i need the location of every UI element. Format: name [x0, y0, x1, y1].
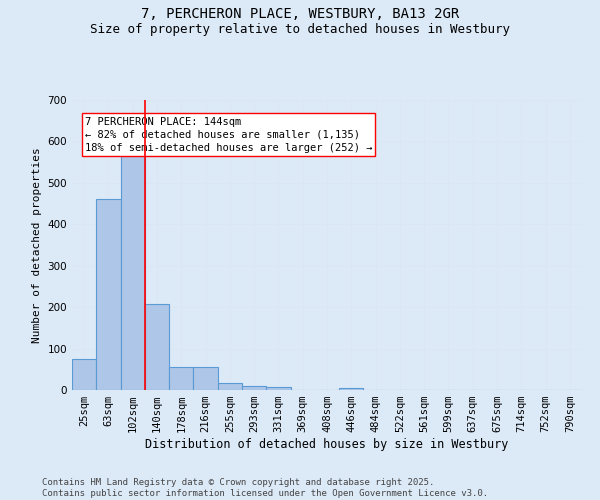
- Bar: [218, 382, 242, 390]
- Bar: [266, 386, 290, 390]
- Bar: [145, 304, 169, 390]
- Bar: [339, 388, 364, 390]
- Text: 7, PERCHERON PLACE, WESTBURY, BA13 2GR: 7, PERCHERON PLACE, WESTBURY, BA13 2GR: [141, 8, 459, 22]
- Bar: [193, 367, 218, 390]
- X-axis label: Distribution of detached houses by size in Westbury: Distribution of detached houses by size …: [145, 438, 509, 451]
- Bar: [72, 359, 96, 390]
- Y-axis label: Number of detached properties: Number of detached properties: [32, 147, 42, 343]
- Bar: [96, 198, 121, 390]
- Text: 7 PERCHERON PLACE: 144sqm
← 82% of detached houses are smaller (1,135)
18% of se: 7 PERCHERON PLACE: 144sqm ← 82% of detac…: [85, 116, 372, 153]
- Text: Contains HM Land Registry data © Crown copyright and database right 2025.
Contai: Contains HM Land Registry data © Crown c…: [42, 478, 488, 498]
- Bar: [169, 367, 193, 390]
- Bar: [242, 386, 266, 390]
- Text: Size of property relative to detached houses in Westbury: Size of property relative to detached ho…: [90, 22, 510, 36]
- Bar: [121, 155, 145, 390]
